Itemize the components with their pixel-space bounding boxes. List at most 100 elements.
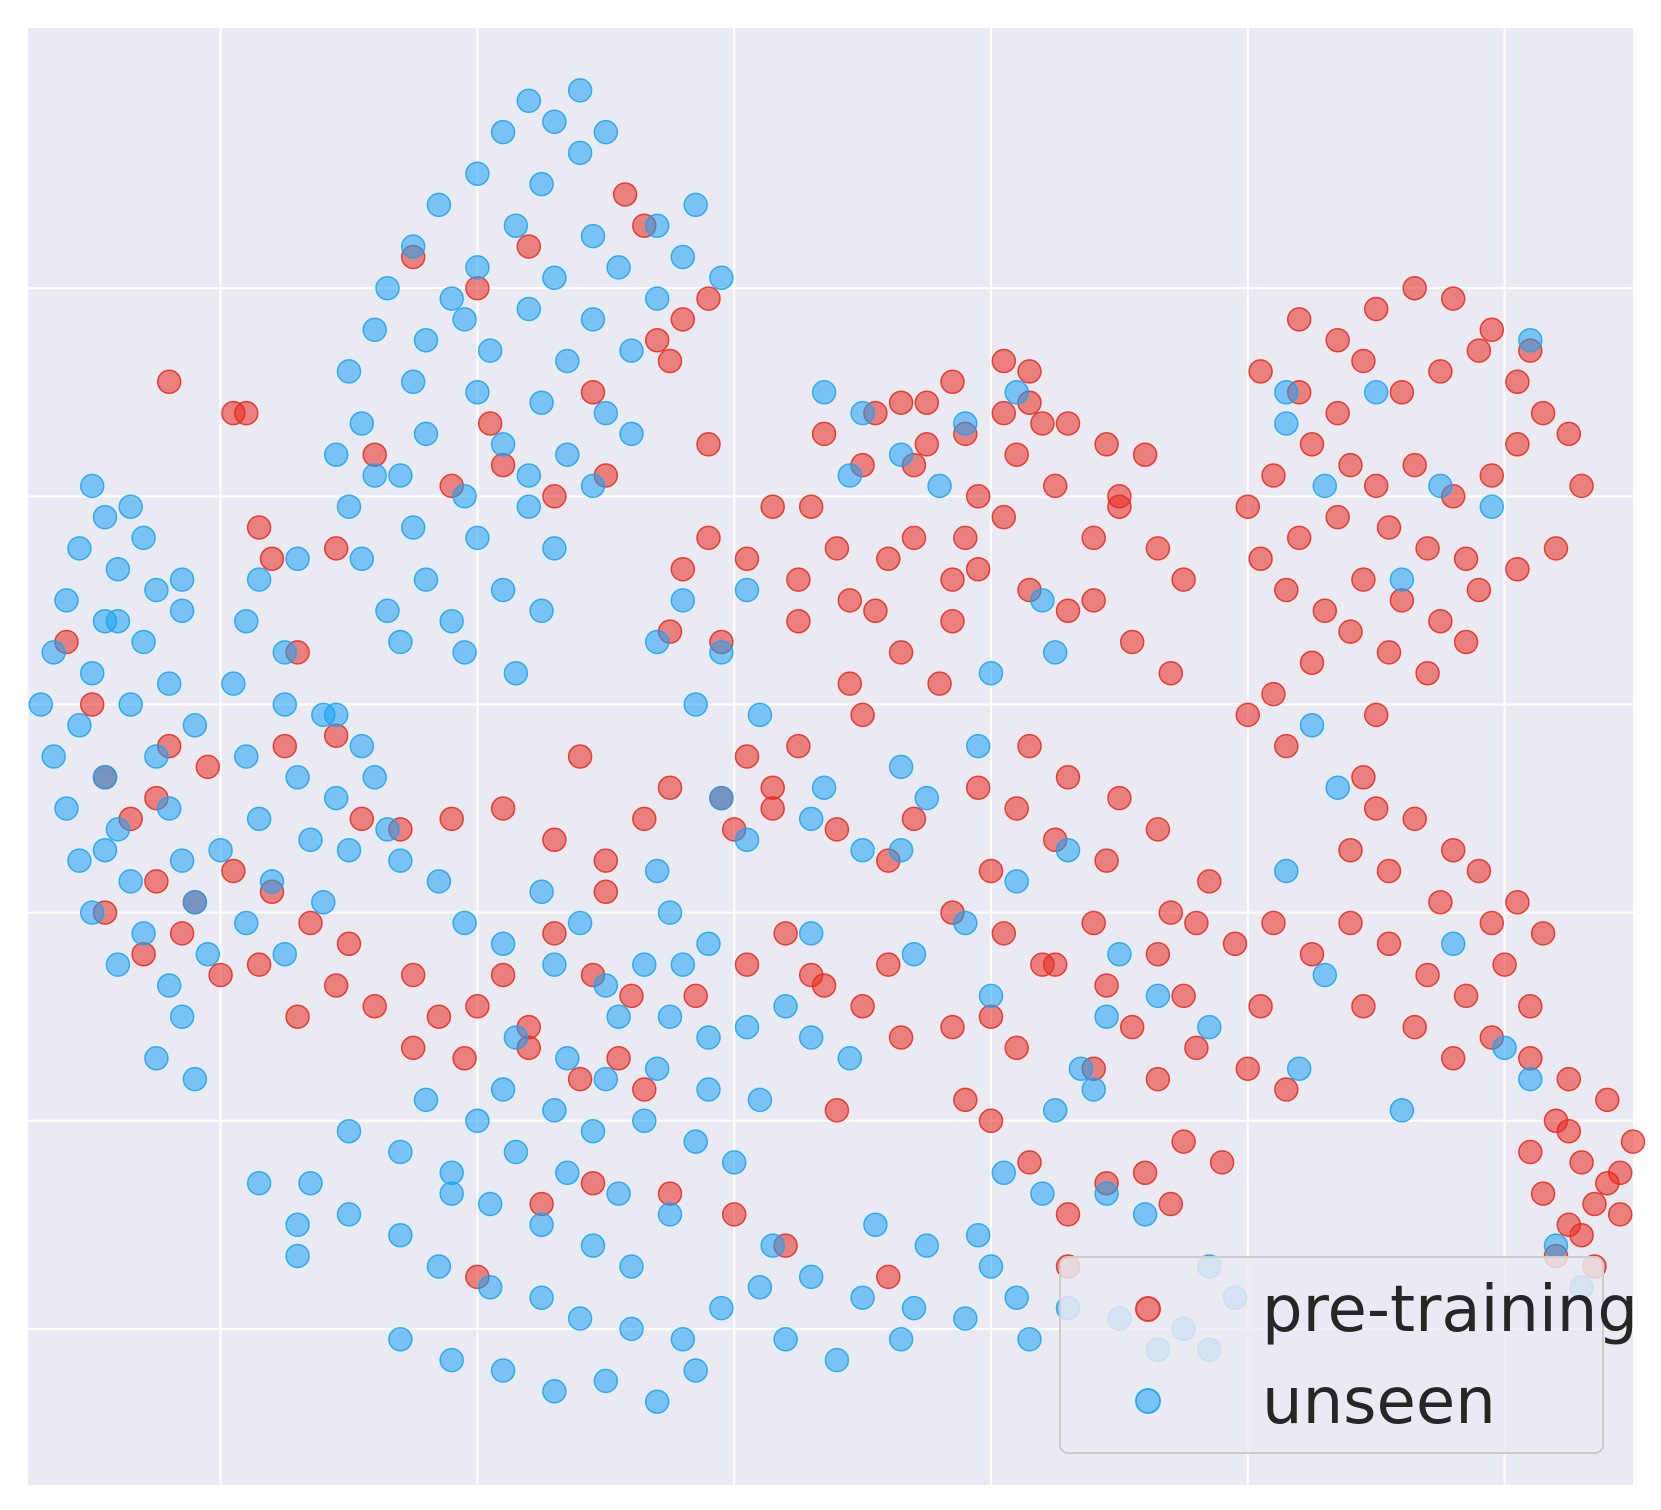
point-pre-training-132 (1325, 400, 1350, 426)
point-unseen-207 (1004, 869, 1029, 894)
point-unseen-226 (888, 754, 914, 780)
point-unseen-135 (644, 1056, 670, 1081)
point-unseen-17 (644, 286, 670, 311)
point-pre-training-229 (978, 1004, 1004, 1029)
point-pre-training-231 (876, 952, 901, 977)
point-unseen-179 (285, 1212, 310, 1238)
point-pre-training-7 (362, 442, 387, 467)
point-unseen-168 (798, 1264, 824, 1290)
point-pre-training-38 (632, 1077, 657, 1102)
point-unseen-5 (529, 171, 554, 197)
point-unseen-189 (1004, 1285, 1029, 1310)
point-pre-training-137 (1505, 369, 1530, 395)
point-unseen-144 (413, 1087, 439, 1113)
point-pre-training-159 (1440, 286, 1466, 311)
point-unseen-218 (1132, 1202, 1158, 1227)
point-pre-training-216 (1518, 994, 1543, 1019)
point-unseen-227 (965, 733, 991, 759)
point-unseen-166 (709, 1295, 734, 1321)
point-pre-training-178 (1274, 733, 1299, 759)
point-pre-training-102 (901, 806, 927, 832)
point-unseen-268 (323, 702, 349, 728)
point-unseen-223 (734, 577, 760, 603)
point-pre-training-239 (542, 921, 567, 946)
point-pre-training-277 (1017, 359, 1042, 384)
point-unseen-36 (516, 494, 542, 519)
point-pre-training-56 (940, 567, 965, 592)
point-pre-training-161 (1363, 296, 1389, 322)
point-unseen-143 (721, 1150, 747, 1175)
point-pre-training-8 (542, 484, 567, 509)
point-pre-training-218 (1440, 837, 1466, 863)
point-pre-training-46 (670, 556, 696, 582)
point-pre-training-256 (221, 858, 246, 884)
point-pre-training-252 (131, 941, 156, 967)
point-pre-training-240 (490, 962, 516, 988)
point-pre-training-107 (1145, 817, 1171, 842)
point-unseen-30 (490, 432, 516, 457)
series-pre-training (54, 182, 1646, 1290)
point-pre-training-2 (657, 348, 683, 374)
point-pre-training-206 (1530, 1181, 1556, 1206)
point-pre-training-152 (1466, 577, 1492, 603)
point-unseen-25 (465, 380, 490, 405)
point-unseen-31 (555, 442, 580, 467)
point-unseen-47 (529, 598, 554, 624)
point-pre-training-125 (1274, 1077, 1299, 1102)
point-unseen-177 (644, 1389, 670, 1414)
point-unseen-120 (529, 879, 554, 905)
point-pre-training-30 (542, 827, 567, 853)
point-pre-training-190 (1415, 962, 1440, 988)
point-unseen-193 (824, 1347, 850, 1373)
point-pre-training-234 (811, 973, 837, 998)
point-pre-training-221 (1171, 1129, 1196, 1154)
point-pre-training-270 (696, 286, 721, 311)
point-unseen-24 (400, 369, 426, 395)
point-unseen-15 (516, 296, 542, 322)
point-unseen-210 (1145, 983, 1171, 1009)
point-pre-training-0 (612, 182, 638, 207)
point-pre-training-258 (298, 910, 323, 936)
point-pre-training-160 (1402, 275, 1427, 301)
point-pre-training-48 (786, 567, 811, 592)
point-unseen-7 (503, 213, 529, 238)
point-unseen-51 (670, 244, 696, 270)
point-unseen-77 (41, 744, 66, 769)
point-unseen-149 (657, 1202, 683, 1227)
point-unseen-64 (105, 556, 131, 582)
point-unseen-172 (388, 1327, 413, 1352)
point-unseen-187 (914, 1233, 940, 1258)
point-pre-training-174 (1338, 619, 1363, 644)
point-pre-training-226 (1017, 1150, 1042, 1175)
point-pre-training-40 (953, 1087, 978, 1113)
point-unseen-98 (272, 692, 298, 717)
point-pre-training-111 (978, 858, 1004, 884)
point-unseen-106 (336, 837, 362, 863)
point-unseen-90 (105, 952, 131, 977)
point-pre-training-91 (888, 640, 914, 665)
point-unseen-125 (490, 931, 516, 957)
point-pre-training-128 (1158, 900, 1184, 925)
point-unseen-93 (234, 608, 259, 634)
point-pre-training-88 (1119, 629, 1145, 655)
point-pre-training-177 (1235, 702, 1261, 728)
point-pre-training-148 (1312, 598, 1338, 624)
point-unseen-45 (375, 598, 400, 624)
point-unseen-154 (529, 1212, 554, 1238)
point-unseen-10 (465, 255, 490, 280)
point-unseen-22 (619, 338, 644, 363)
point-pre-training-147 (1274, 577, 1299, 603)
point-unseen-116 (388, 848, 413, 873)
point-pre-training-135 (1428, 359, 1453, 384)
point-pre-training-202 (1620, 1129, 1646, 1154)
point-pre-training-92 (837, 671, 863, 696)
point-unseen-73 (28, 692, 54, 717)
point-unseen-138 (490, 1077, 516, 1102)
point-pre-training-143 (1363, 473, 1389, 499)
point-unseen-141 (632, 1108, 657, 1134)
point-pre-training-35 (760, 796, 785, 821)
point-pre-training-72 (991, 400, 1017, 426)
point-unseen-38 (336, 494, 362, 519)
point-pre-training-50 (696, 525, 721, 551)
point-pre-training-187 (1530, 921, 1556, 946)
